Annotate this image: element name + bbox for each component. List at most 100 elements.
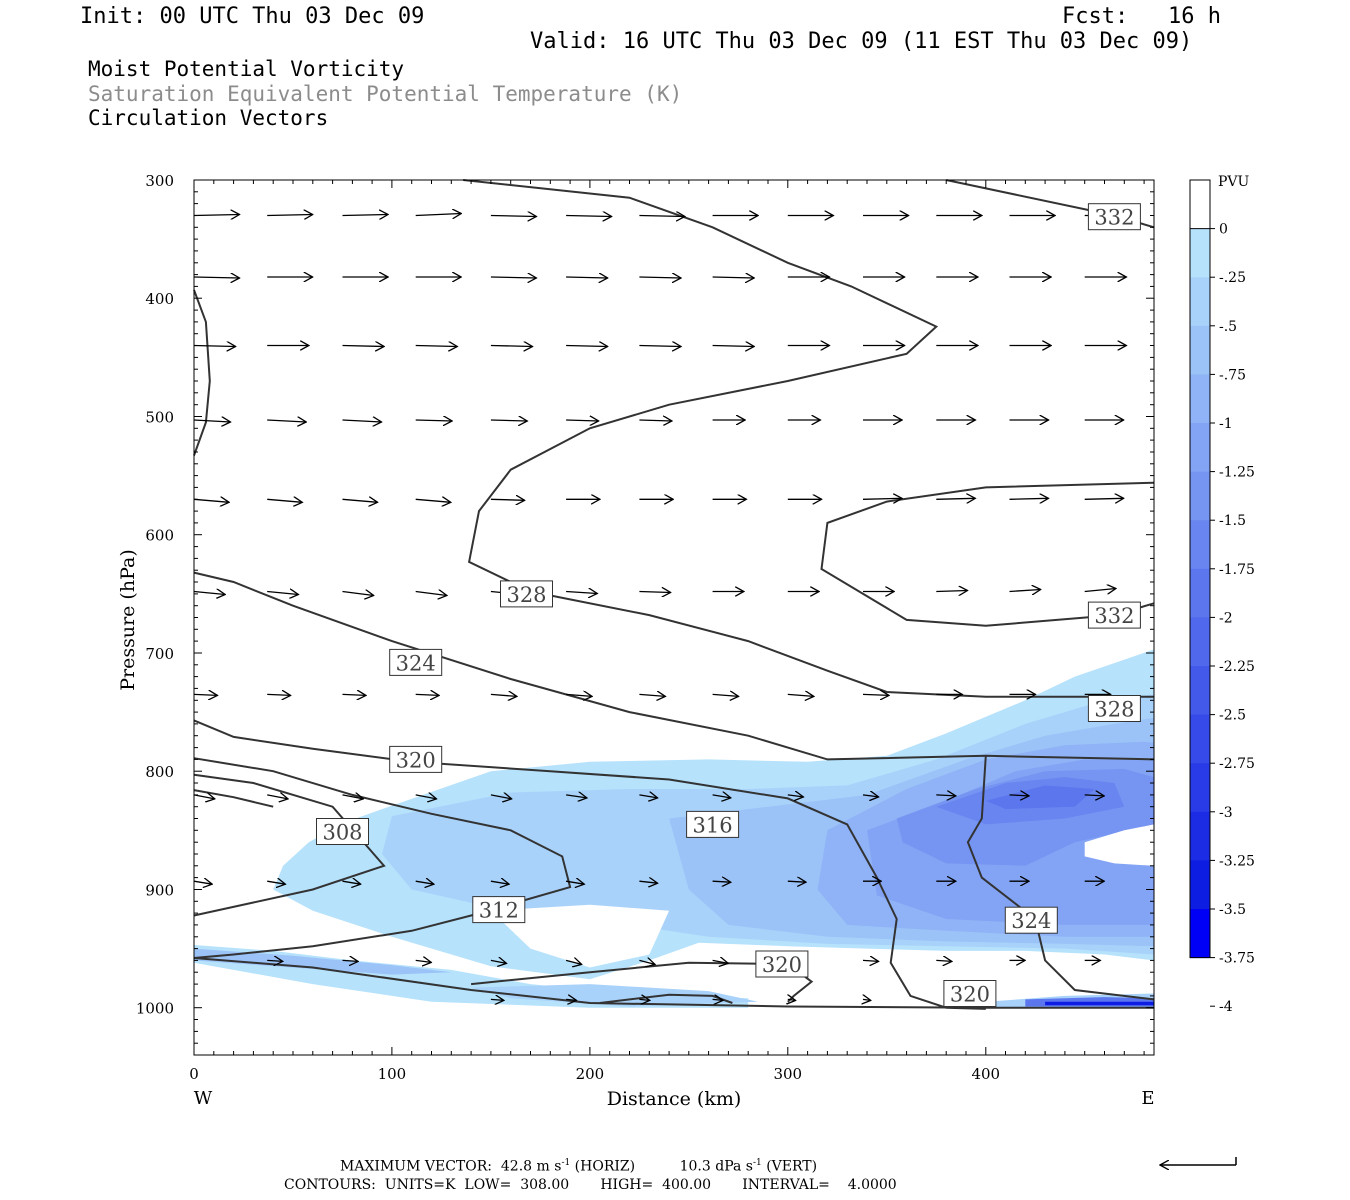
- contour-label-308: 308: [316, 818, 369, 845]
- circulation-vector: [490, 420, 527, 421]
- circulation-vector: [415, 795, 437, 799]
- circulation-vector: [193, 215, 240, 216]
- pv-colorbar: [1189, 179, 1211, 959]
- contour-label-320: 320: [943, 980, 997, 1007]
- colorbar-swatch-4: [1190, 374, 1210, 424]
- colorbar-swatch-9: [1190, 617, 1210, 667]
- circulation-vector: [267, 960, 283, 961]
- circulation-vector: [490, 346, 533, 347]
- colorbar-label: -1.25: [1219, 465, 1255, 481]
- pv-hole-0: [1084, 824, 1154, 866]
- circulation-vector: [788, 999, 796, 1000]
- circulation-vector: [267, 420, 306, 422]
- circulation-vector: [1009, 795, 1030, 796]
- x-tick-label-400: 400: [971, 1065, 1000, 1083]
- colorbar-label: -2.5: [1219, 708, 1246, 724]
- circulation-vector: [342, 960, 359, 961]
- title-theta: Saturation Equivalent Potential Temperat…: [88, 82, 683, 106]
- circulation-vector: [267, 795, 288, 799]
- circulation-vector: [415, 694, 439, 695]
- circulation-vector: [787, 694, 814, 696]
- max-vector-note: MAXIMUM VECTOR: 42.8 m s-1 (HORIZ) 10.3 …: [340, 1158, 817, 1175]
- circulation-vector: [566, 999, 576, 1000]
- circulation-vector: [639, 999, 649, 1000]
- contour-label-box: [389, 745, 443, 773]
- colorbar-swatch-6: [1190, 471, 1210, 521]
- circulation-vector: [566, 592, 597, 594]
- colorbar-swatch-1: [1190, 228, 1210, 278]
- title-vectors: Circulation Vectors: [88, 106, 329, 130]
- circulation-vector: [267, 499, 302, 502]
- circulation-vector: [862, 960, 879, 961]
- circulation-vector: [712, 795, 731, 798]
- circulation-vector: [1009, 590, 1041, 592]
- colorbar-label: -1.5: [1219, 513, 1246, 529]
- reference-vector: [1160, 1157, 1237, 1165]
- colorbar-swatch-0: [1190, 180, 1210, 230]
- max-vector-horiz-exponent: -1: [561, 1158, 571, 1168]
- circulation-vector: [639, 592, 670, 593]
- y-tick-label-600: 600: [145, 527, 174, 545]
- contour-label-box: [943, 980, 997, 1007]
- circulation-vector: [566, 277, 608, 278]
- x-tick-label-100: 100: [378, 1065, 407, 1083]
- circulation-vector: [490, 999, 504, 1000]
- circulation-vector: [193, 499, 229, 502]
- contour-label-text: 320: [950, 983, 990, 1007]
- circulation-vector: [639, 881, 657, 883]
- circulation-vector: [712, 960, 729, 963]
- y-tick-label-500: 500: [145, 409, 174, 427]
- colorbar-label: -1.75: [1219, 562, 1255, 578]
- circulation-vector: [490, 881, 509, 884]
- y-tick-label-800: 800: [145, 763, 174, 781]
- circulation-vector: [342, 795, 364, 799]
- y-tick-label-300: 300: [145, 172, 174, 190]
- theta-contour-316-9: [193, 957, 1154, 1009]
- colorbar-swatch-11: [1190, 714, 1210, 764]
- circulation-vector: [712, 277, 755, 278]
- circulation-vector: [863, 999, 871, 1000]
- circulation-vector: [712, 881, 731, 882]
- pv-region-9: [471, 984, 759, 1007]
- contour-label-324: 324: [389, 648, 443, 676]
- contour-label-box: [500, 580, 553, 608]
- pv-holes: [490, 824, 1154, 968]
- west-label: W: [194, 1088, 213, 1109]
- contour-label-text: 308: [322, 821, 362, 845]
- circulation-vector: [712, 999, 723, 1000]
- max-vector-vert: 10.3 dPa s: [679, 1158, 753, 1175]
- circulation-vector: [1084, 795, 1105, 796]
- circulation-vector: [342, 346, 385, 347]
- y-tick-label-700: 700: [145, 645, 174, 663]
- circulation-vector: [267, 592, 298, 595]
- pv-region-13: [194, 948, 452, 975]
- max-vector-horiz: 42.8 m s: [500, 1158, 562, 1175]
- circulation-vector: [193, 592, 225, 595]
- colorbar-label: -.5: [1219, 319, 1237, 335]
- circulation-vector: [639, 420, 672, 421]
- colorbar-swatch-13: [1190, 811, 1210, 861]
- circulation-vector: [415, 346, 458, 347]
- y-tick-label-400: 400: [145, 290, 174, 308]
- contour-label-text: 320: [762, 953, 802, 977]
- y-axis-title: Pressure (hPa): [117, 549, 139, 691]
- max-vector-vert-exponent: -1: [752, 1158, 762, 1168]
- circulation-vector: [566, 795, 587, 798]
- x-tick-label-300: 300: [773, 1065, 802, 1083]
- contour-label-box: [755, 950, 809, 978]
- circulation-vector: [342, 499, 378, 502]
- circulation-vector: [193, 795, 215, 799]
- theta-contour-320-6: [193, 757, 572, 959]
- contour-label-box: [686, 810, 740, 838]
- circulation-vector: [193, 277, 240, 278]
- circulation-vector: [342, 592, 374, 596]
- contour-label-324: 324: [1004, 906, 1058, 934]
- circulation-vector: [936, 960, 952, 961]
- circulation-vector: [565, 881, 584, 884]
- contour-info: CONTOURS: UNITS=K LOW= 308.00 HIGH= 400.…: [284, 1177, 897, 1193]
- circulation-vector: [415, 214, 462, 216]
- circulation-vector: [787, 795, 804, 797]
- circulation-vector: [490, 795, 512, 799]
- x-tick-label-0: 0: [189, 1065, 199, 1083]
